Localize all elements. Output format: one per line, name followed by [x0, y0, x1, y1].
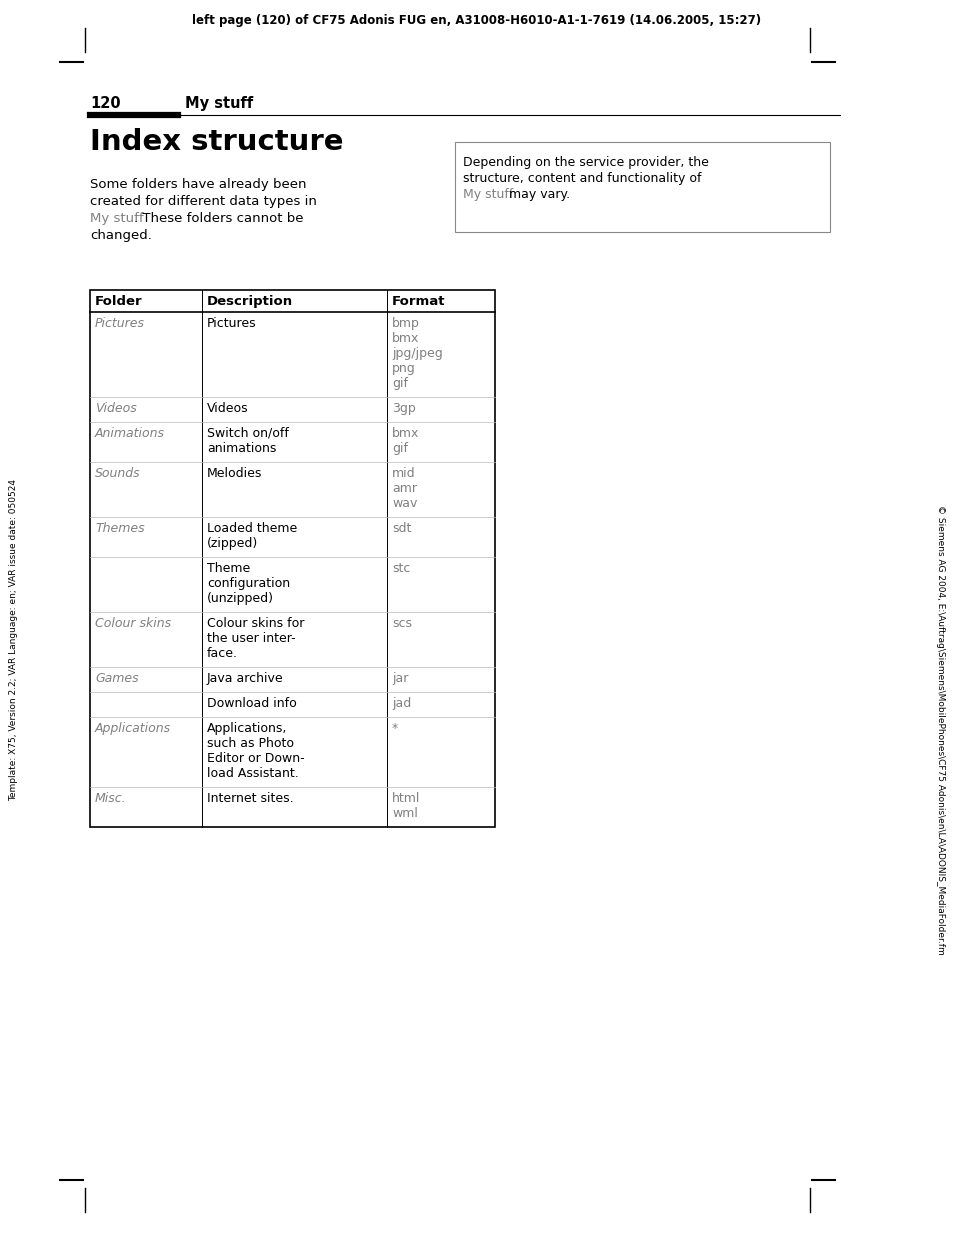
Text: such as Photo: such as Photo: [207, 736, 294, 750]
Text: Videos: Videos: [95, 402, 136, 415]
Text: wav: wav: [392, 497, 416, 510]
Text: Animations: Animations: [95, 427, 165, 440]
Text: bmx: bmx: [392, 427, 419, 440]
Text: Pictures: Pictures: [95, 316, 145, 330]
Text: Download info: Download info: [207, 697, 296, 710]
Text: amr: amr: [392, 482, 416, 495]
Text: Java archive: Java archive: [207, 672, 283, 685]
Text: Pictures: Pictures: [207, 316, 256, 330]
Text: My stuff: My stuff: [90, 212, 144, 226]
Text: Theme: Theme: [207, 562, 250, 574]
Text: bmx: bmx: [392, 331, 419, 345]
Text: Colour skins for: Colour skins for: [207, 617, 304, 630]
Text: bmp: bmp: [392, 316, 419, 330]
Text: the user inter-: the user inter-: [207, 632, 295, 645]
Text: wml: wml: [392, 807, 417, 820]
Text: My stuff: My stuff: [462, 188, 513, 201]
Text: Videos: Videos: [207, 402, 249, 415]
Text: Template: X75, Version 2.2; VAR Language: en; VAR issue date: 050524: Template: X75, Version 2.2; VAR Language…: [10, 478, 18, 801]
Text: Applications,: Applications,: [207, 721, 287, 735]
Text: Some folders have already been: Some folders have already been: [90, 178, 306, 191]
Text: animations: animations: [207, 442, 276, 455]
Text: Applications: Applications: [95, 721, 171, 735]
Text: changed.: changed.: [90, 229, 152, 242]
Bar: [455, 142, 829, 232]
Text: Internet sites.: Internet sites.: [207, 792, 294, 805]
Text: Games: Games: [95, 672, 138, 685]
Text: mid: mid: [392, 467, 416, 480]
Text: configuration: configuration: [207, 577, 290, 591]
Text: Themes: Themes: [95, 522, 145, 535]
Text: html: html: [392, 792, 420, 805]
Text: stc: stc: [392, 562, 410, 574]
Text: Description: Description: [207, 295, 293, 308]
Bar: [90, 290, 495, 827]
Text: load Assistant.: load Assistant.: [207, 768, 298, 780]
Text: jad: jad: [392, 697, 411, 710]
Text: Editor or Down-: Editor or Down-: [207, 753, 304, 765]
Text: gif: gif: [392, 442, 408, 455]
Text: Loaded theme: Loaded theme: [207, 522, 297, 535]
Text: My stuff: My stuff: [185, 96, 253, 111]
Text: png: png: [392, 363, 416, 375]
Text: Melodies: Melodies: [207, 467, 262, 480]
Text: Colour skins: Colour skins: [95, 617, 171, 630]
Text: jpg/jpeg: jpg/jpeg: [392, 346, 442, 360]
Text: Folder: Folder: [95, 295, 143, 308]
Text: scs: scs: [392, 617, 412, 630]
Text: created for different data types in: created for different data types in: [90, 196, 316, 208]
Text: Index structure: Index structure: [90, 128, 343, 156]
Text: gif: gif: [392, 378, 408, 390]
Text: 120: 120: [90, 96, 120, 111]
Text: structure, content and functionality of: structure, content and functionality of: [462, 172, 700, 184]
Text: jar: jar: [392, 672, 408, 685]
Text: © Siemens AG 2004, E:\Auftrag\Siemens\MobilePhones\CF75 Adonis\en\LA\ADONIS_Medi: © Siemens AG 2004, E:\Auftrag\Siemens\Mo…: [936, 505, 944, 954]
Text: sdt: sdt: [392, 522, 411, 535]
Text: . These folders cannot be: . These folders cannot be: [134, 212, 303, 226]
Text: *: *: [392, 721, 397, 735]
Text: Format: Format: [392, 295, 445, 308]
Text: left page (120) of CF75 Adonis FUG en, A31008-H6010-A1-1-7619 (14.06.2005, 15:27: left page (120) of CF75 Adonis FUG en, A…: [193, 14, 760, 27]
Text: Depending on the service provider, the: Depending on the service provider, the: [462, 156, 708, 169]
Text: Misc.: Misc.: [95, 792, 127, 805]
Text: Sounds: Sounds: [95, 467, 140, 480]
Text: may vary.: may vary.: [504, 188, 569, 201]
Text: face.: face.: [207, 647, 237, 660]
Text: 3gp: 3gp: [392, 402, 416, 415]
Text: (unzipped): (unzipped): [207, 592, 274, 606]
Text: Switch on/off: Switch on/off: [207, 427, 289, 440]
Text: (zipped): (zipped): [207, 537, 258, 549]
